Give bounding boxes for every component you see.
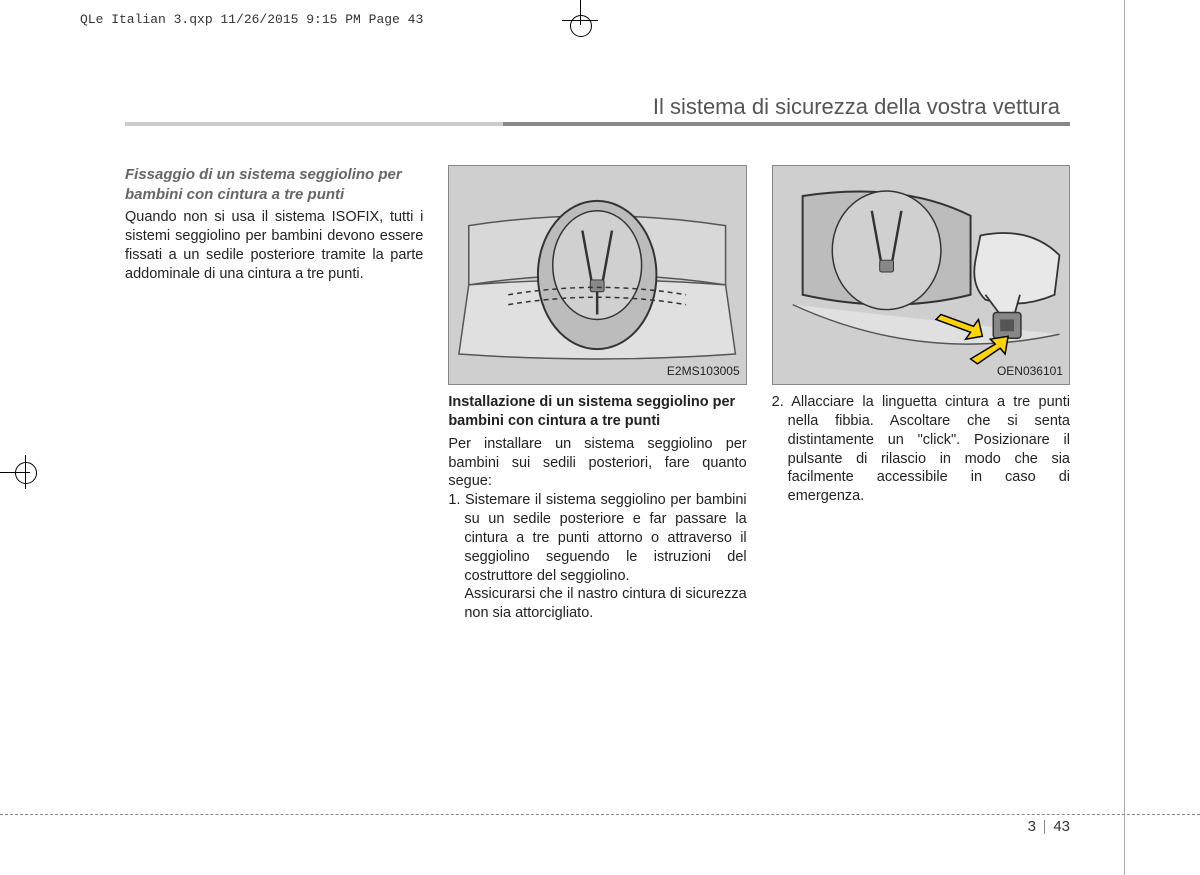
crop-mark-left-v	[25, 455, 26, 489]
col1-heading: Fissaggio di un sistema seggiolino per b…	[125, 165, 423, 204]
chapter-number: 3	[1028, 818, 1036, 835]
column-1: Fissaggio di un sistema seggiolino per b…	[125, 165, 423, 623]
figure-2-label: OEN036101	[997, 364, 1063, 380]
right-trim-line	[1124, 0, 1125, 875]
page-title-bar: Il sistema di sicurezza della vostra vet…	[125, 90, 1070, 120]
col2-intro: Per installare un sistema seggiolino per…	[448, 435, 746, 492]
content-columns: Fissaggio di un sistema seggiolino per b…	[125, 165, 1070, 623]
page-title: Il sistema di sicurezza della vostra vet…	[653, 94, 1070, 120]
column-3: OEN036101 2. Allacciare la linguetta cin…	[772, 165, 1070, 623]
item2-text: Allacciare la linguetta cintura a tre pu…	[788, 394, 1070, 504]
figure-1-label: E2MS103005	[667, 364, 740, 380]
bottom-dashed-line	[0, 814, 1200, 815]
col2-item1-cont: Assicurarsi che il nastro cintura di sic…	[448, 585, 746, 623]
child-seat-illustration-1	[449, 166, 745, 384]
page-number-value: 43	[1053, 818, 1070, 835]
item1-text: Sistemare il sistema seggiolino per bamb…	[464, 492, 746, 583]
page-number-separator	[1044, 820, 1045, 834]
col1-body: Quando non si usa il sistema ISOFIX, tut…	[125, 208, 423, 283]
col2-item1: 1. Sistemare il sistema seggiolino per b…	[448, 491, 746, 585]
print-header: QLe Italian 3.qxp 11/26/2015 9:15 PM Pag…	[80, 12, 423, 27]
item1-number: 1.	[448, 492, 465, 508]
item2-number: 2.	[772, 394, 792, 410]
figure-1: E2MS103005	[448, 165, 746, 385]
column-2: E2MS103005 Installazione di un sistema s…	[448, 165, 746, 623]
col2-heading: Installazione di un sistema seggiolino p…	[448, 393, 746, 431]
crop-mark-top-cross	[562, 20, 598, 21]
page-number: 3 43	[1028, 818, 1070, 835]
figure-2: OEN036101	[772, 165, 1070, 385]
col3-item2: 2. Allacciare la linguetta cintura a tre…	[772, 393, 1070, 506]
child-seat-illustration-2	[773, 166, 1069, 384]
title-underline	[125, 122, 1070, 126]
